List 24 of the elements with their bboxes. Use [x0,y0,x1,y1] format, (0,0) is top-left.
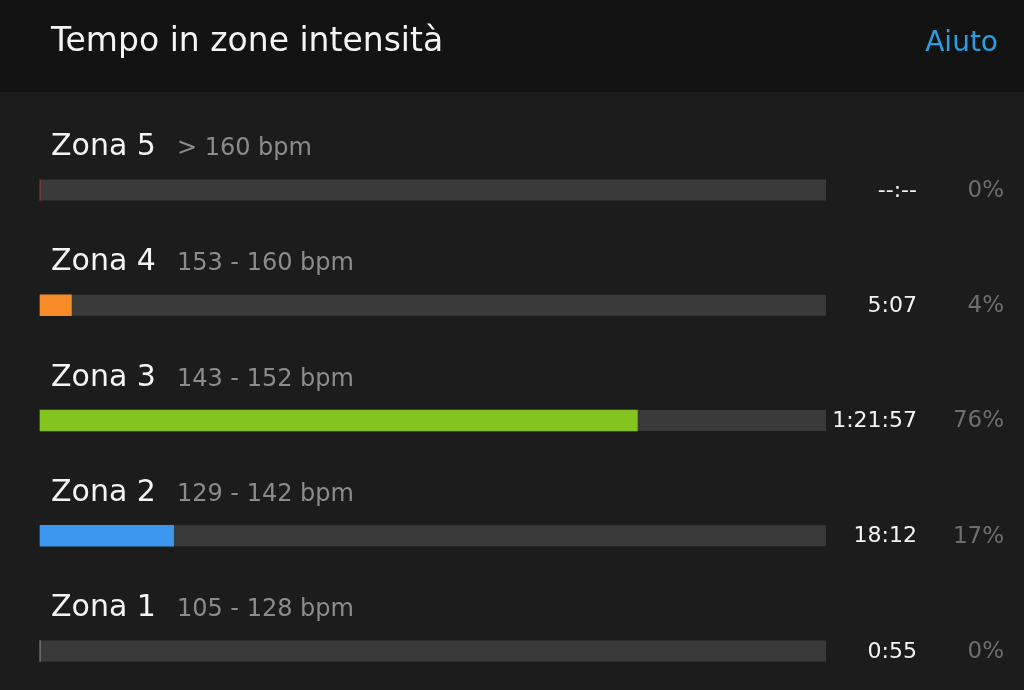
data-label: 76% [952,406,1004,433]
annotation: > 160 bpm [176,133,312,161]
text: Aiuto [925,24,998,60]
text: 5:07 [867,291,917,317]
chart-title: Tempo in zone intensità [51,19,444,61]
y-tick-label: Zona 1 [51,588,156,623]
bar [39,524,174,547]
annotation: 143 - 152 bpm [176,363,354,392]
data-label: 0% [967,636,1004,663]
text: --:-- [877,176,917,202]
y-tick-label: Zona 4 [51,242,156,278]
text: 18:12 [853,522,917,548]
text: 1:21:57 [832,407,917,433]
y-tick-label: Zona 2 [51,472,156,508]
text: 0:55 [867,637,917,663]
y-tick-label: Zona 3 [51,357,156,393]
annotation: 105 - 128 bpm [176,594,354,622]
annotation: 129 - 142 bpm [176,478,354,507]
data-label: 17% [952,521,1004,548]
annotation: 153 - 160 bpm [176,248,354,277]
y-tick-label: Zona 5 [51,127,156,162]
data-label: 0% [967,175,1004,202]
data-label: 4% [967,291,1004,318]
bar [39,294,72,317]
